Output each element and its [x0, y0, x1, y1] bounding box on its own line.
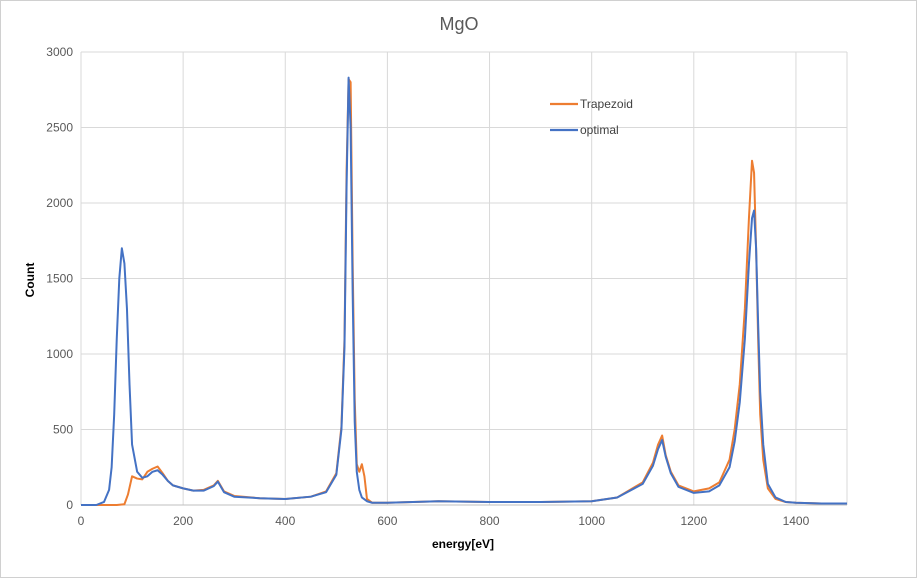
x-tick-labels: 0 200 400 600 800 1000 1200 1400 [78, 514, 810, 528]
y-tick-label: 500 [53, 423, 73, 437]
y-tick-label: 0 [66, 498, 73, 512]
series-line-trapezoid [81, 78, 847, 506]
y-axis-label: Count [23, 263, 37, 298]
x-axis-label: energy[eV] [432, 537, 494, 551]
x-tick-label: 400 [275, 514, 295, 528]
x-tick-label: 0 [78, 514, 85, 528]
chart-title: MgO [439, 14, 478, 34]
legend-label-trapezoid: Trapezoid [580, 97, 633, 111]
x-tick-label: 1400 [783, 514, 810, 528]
x-tick-label: 200 [173, 514, 193, 528]
x-tick-label: 600 [377, 514, 397, 528]
y-tick-label: 1500 [46, 272, 73, 286]
gridlines [80, 51, 848, 506]
y-tick-labels: 0 500 1000 1500 2000 2500 3000 [46, 45, 73, 512]
legend: Trapezoid optimal [550, 97, 633, 137]
series-line-optimal [81, 76, 847, 506]
y-tick-label: 2000 [46, 196, 73, 210]
x-tick-label: 1000 [578, 514, 605, 528]
y-tick-label: 2500 [46, 121, 73, 135]
plot-area [81, 76, 847, 506]
y-tick-label: 3000 [46, 45, 73, 59]
x-tick-label: 800 [480, 514, 500, 528]
x-tick-label: 1200 [680, 514, 707, 528]
y-tick-label: 1000 [46, 347, 73, 361]
legend-label-optimal: optimal [580, 123, 619, 137]
